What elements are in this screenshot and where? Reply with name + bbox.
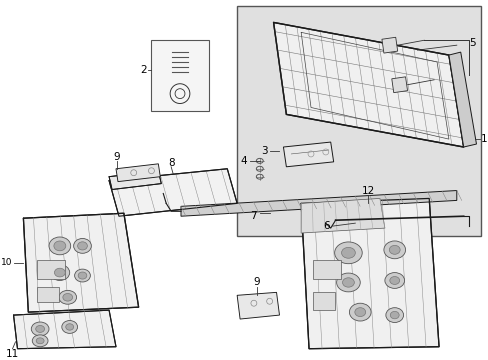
Text: 7: 7 [250, 211, 257, 221]
Text: 2: 2 [140, 65, 146, 75]
Polygon shape [109, 169, 237, 216]
Ellipse shape [54, 268, 65, 277]
Ellipse shape [342, 278, 354, 287]
Text: 4: 4 [240, 156, 247, 166]
Polygon shape [14, 310, 116, 349]
Polygon shape [273, 22, 463, 147]
Ellipse shape [31, 322, 49, 336]
Text: 10: 10 [1, 258, 12, 267]
Polygon shape [301, 198, 438, 349]
Ellipse shape [78, 242, 87, 250]
Polygon shape [391, 77, 407, 93]
Bar [37, 260, 64, 279]
Ellipse shape [341, 247, 355, 258]
Ellipse shape [389, 311, 398, 319]
Text: 8: 8 [167, 158, 174, 168]
Text: 6: 6 [323, 221, 329, 231]
Ellipse shape [385, 308, 403, 323]
Polygon shape [181, 190, 456, 216]
Ellipse shape [61, 320, 78, 333]
Circle shape [175, 89, 184, 99]
Polygon shape [116, 164, 160, 182]
Ellipse shape [65, 324, 74, 330]
Polygon shape [237, 292, 279, 319]
Ellipse shape [59, 291, 77, 304]
Text: 11: 11 [6, 348, 19, 359]
Ellipse shape [36, 325, 44, 332]
Ellipse shape [336, 273, 360, 292]
Polygon shape [301, 198, 384, 233]
Ellipse shape [50, 265, 70, 280]
Bar [37, 287, 59, 302]
Ellipse shape [32, 335, 48, 347]
Polygon shape [448, 52, 475, 147]
Text: 1: 1 [480, 134, 487, 144]
Text: 5: 5 [468, 38, 475, 48]
Text: 9: 9 [113, 152, 120, 162]
Ellipse shape [54, 241, 66, 251]
Ellipse shape [74, 238, 91, 253]
Bar [312, 260, 340, 279]
Ellipse shape [384, 273, 404, 288]
Polygon shape [283, 142, 333, 167]
Ellipse shape [78, 272, 87, 279]
Bar [312, 292, 334, 310]
Ellipse shape [36, 338, 44, 344]
Text: 12: 12 [361, 185, 374, 195]
Polygon shape [381, 37, 397, 53]
Ellipse shape [63, 293, 72, 301]
Ellipse shape [349, 303, 370, 321]
Ellipse shape [388, 246, 399, 254]
Ellipse shape [383, 241, 405, 259]
Ellipse shape [389, 276, 399, 284]
Ellipse shape [334, 242, 362, 264]
Text: 3: 3 [261, 146, 267, 156]
Polygon shape [109, 171, 161, 189]
Circle shape [170, 84, 189, 104]
Text: 9: 9 [253, 278, 260, 288]
Ellipse shape [75, 269, 90, 282]
Bar [237, 6, 480, 236]
Ellipse shape [354, 308, 365, 316]
Polygon shape [23, 213, 139, 312]
Ellipse shape [49, 237, 71, 255]
Bar [151, 40, 208, 112]
